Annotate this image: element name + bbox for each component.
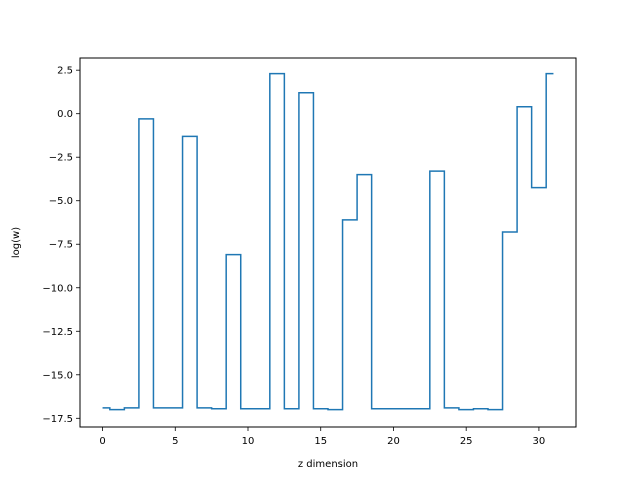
y-tick-label: 2.5 (57, 66, 73, 77)
plot-area (102, 72, 554, 411)
y-tick-label: −12.5 (42, 327, 73, 338)
y-tick-label: −2.5 (49, 153, 73, 164)
x-axis-ticks: 0 5 10 15 20 25 30 (99, 427, 545, 447)
x-tick-label: 30 (533, 436, 546, 447)
axes-frame (79, 57, 577, 428)
x-tick-label: 25 (460, 436, 473, 447)
x-axis-label: z dimension (298, 459, 358, 470)
y-tick-label: −5.0 (49, 196, 73, 207)
x-tick-label: 10 (242, 436, 255, 447)
y-tick-label: −7.5 (49, 240, 73, 251)
series-line-0 (102, 72, 554, 411)
y-tick-label: −15.0 (42, 370, 73, 381)
x-tick-label: 5 (172, 436, 178, 447)
y-axis-label: log(w) (11, 227, 22, 258)
x-tick-label: 15 (314, 436, 327, 447)
y-tick-label: 0.0 (57, 109, 73, 120)
x-tick-label: 20 (387, 436, 400, 447)
y-axis-ticks: −17.5 −15.0 −12.5 −10.0 −7.5 −5.0 −2.5 0.0 2.5 (42, 66, 80, 425)
x-tick-label: 0 (99, 436, 105, 447)
y-tick-label: −17.5 (42, 414, 73, 425)
y-tick-label: −10.0 (42, 283, 73, 294)
